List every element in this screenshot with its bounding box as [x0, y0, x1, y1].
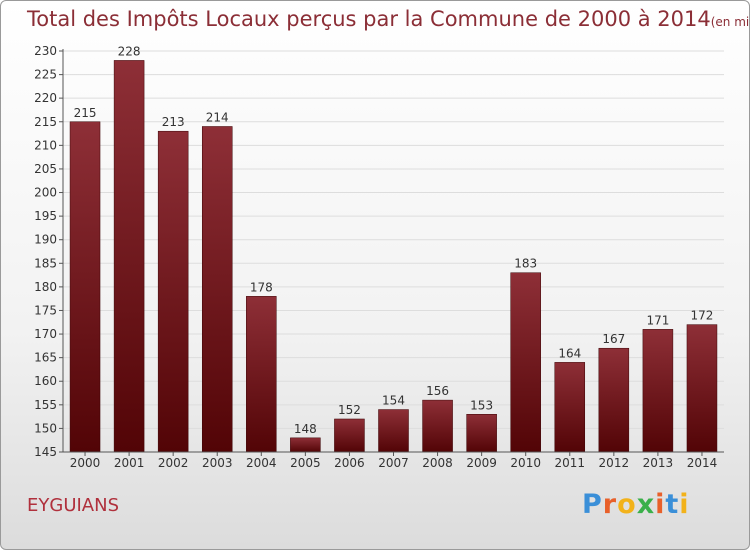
y-tick-label: 205 [34, 162, 57, 176]
value-label-2011: 164 [558, 346, 581, 360]
logo-letter: x [636, 489, 656, 520]
y-tick-label: 155 [34, 398, 57, 412]
logo-letter: r [602, 489, 618, 520]
value-label-2004: 178 [250, 280, 273, 294]
chart-subtitle: (en milliers d'€) [710, 15, 750, 29]
value-label-2010: 183 [514, 257, 537, 271]
bar-2014 [686, 324, 718, 453]
value-label-2001: 228 [118, 44, 141, 58]
x-tick-label-2003: 2003 [202, 456, 233, 470]
x-tick-label-2001: 2001 [114, 456, 145, 470]
y-tick-label: 170 [34, 327, 57, 341]
y-tick-label: 145 [34, 445, 57, 459]
title-line: Total des Impôts Locaux perçus par la Co… [27, 7, 750, 31]
value-label-2012: 167 [602, 332, 625, 346]
bar-2006 [334, 418, 365, 453]
bar-2013 [642, 329, 674, 453]
value-label-2000: 215 [74, 106, 97, 120]
bar-2007 [378, 409, 409, 453]
bar-2010 [510, 272, 541, 453]
x-tick-label-2008: 2008 [422, 456, 453, 470]
x-tick-label-2005: 2005 [290, 456, 321, 470]
logo-letter: t [665, 489, 680, 520]
bar-2012 [598, 347, 630, 453]
x-tick-label-2011: 2011 [554, 456, 585, 470]
x-tick-label-2007: 2007 [378, 456, 409, 470]
value-label-2013: 171 [646, 313, 669, 327]
value-label-2014: 172 [691, 309, 714, 323]
logo-letter: i [679, 489, 690, 520]
y-tick-label: 180 [34, 280, 57, 294]
bar-2000 [69, 121, 101, 453]
y-tick-label: 175 [34, 303, 57, 317]
x-tick-label-2012: 2012 [599, 456, 630, 470]
y-tick-label: 160 [34, 374, 57, 388]
x-tick-label-2000: 2000 [70, 456, 101, 470]
y-tick-label: 210 [34, 138, 57, 152]
bar-2005 [290, 437, 321, 453]
bar-2002 [157, 130, 189, 453]
bar-2008 [422, 399, 453, 453]
x-tick-label-2010: 2010 [510, 456, 541, 470]
logo-letter: o [617, 489, 637, 520]
bar-2001 [113, 60, 145, 453]
value-label-2009: 153 [470, 398, 493, 412]
x-tick-label-2013: 2013 [643, 456, 674, 470]
x-tick-label-2002: 2002 [158, 456, 189, 470]
y-tick-label: 215 [34, 115, 57, 129]
value-label-2005: 148 [294, 422, 317, 436]
proxiti-logo[interactable]: Proxiti [582, 489, 690, 520]
logo-letter: i [655, 489, 666, 520]
y-tick-label: 230 [34, 44, 57, 58]
value-label-2002: 213 [162, 115, 185, 129]
y-tick-label: 220 [34, 91, 57, 105]
bar-2004 [246, 296, 277, 453]
chart-title: Total des Impôts Locaux perçus par la Co… [27, 7, 711, 31]
value-label-2008: 156 [426, 384, 449, 398]
value-label-2006: 152 [338, 403, 361, 417]
y-tick-label: 190 [34, 233, 57, 247]
y-tick-label: 150 [34, 421, 57, 435]
bar-2009 [466, 414, 497, 453]
y-tick-label: 225 [34, 68, 57, 82]
y-tick-label: 200 [34, 186, 57, 200]
logo-letter: P [582, 489, 603, 520]
x-tick-label-2006: 2006 [334, 456, 365, 470]
x-tick-label-2014: 2014 [687, 456, 718, 470]
value-label-2003: 214 [206, 110, 229, 124]
bar-2003 [201, 126, 233, 453]
bar-2011 [554, 362, 586, 453]
y-tick-label: 165 [34, 351, 57, 365]
value-label-2007: 154 [382, 394, 405, 408]
commune-name: EYGUIANS [27, 495, 120, 516]
x-tick-label-2004: 2004 [246, 456, 277, 470]
y-tick-label: 195 [34, 209, 57, 223]
y-tick-label: 185 [34, 256, 57, 270]
x-tick-label-2009: 2009 [466, 456, 497, 470]
